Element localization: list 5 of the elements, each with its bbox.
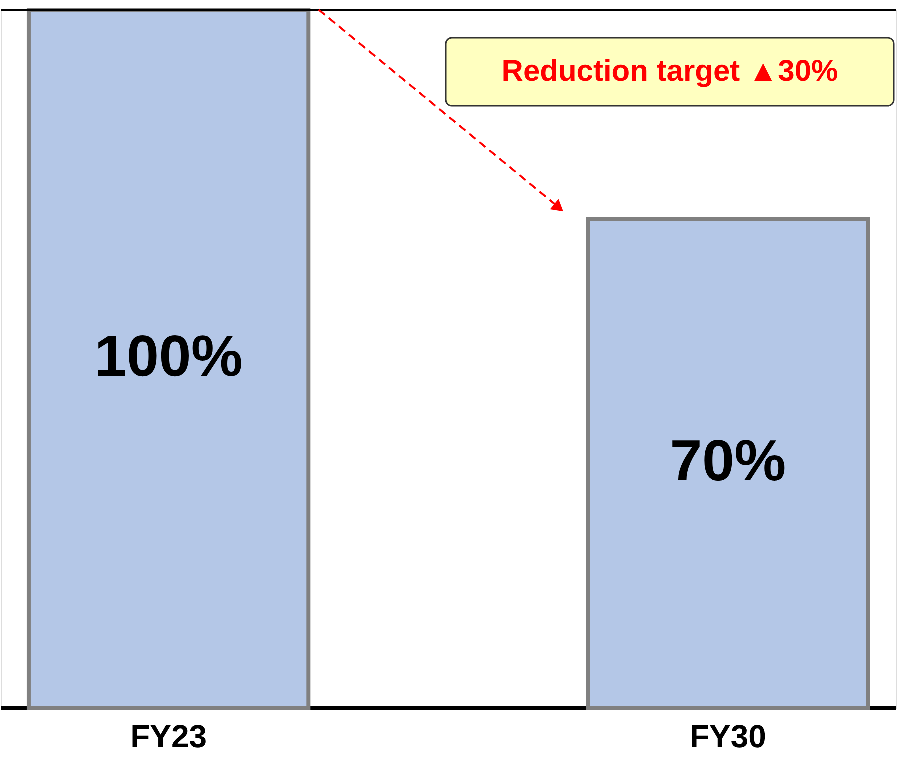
x-tick-label: FY23	[130, 718, 208, 754]
annotation: Reduction target ▲30%	[502, 55, 838, 88]
data-label: 70%	[670, 428, 786, 494]
data-label: 100%	[94, 324, 243, 389]
x-tick-label: FY30	[690, 718, 766, 754]
